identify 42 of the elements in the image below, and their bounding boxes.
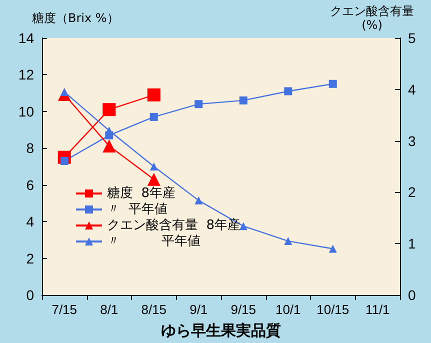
y2-tick-label: 4: [408, 81, 416, 98]
point: [239, 96, 248, 104]
point: [328, 80, 337, 88]
point: [150, 112, 158, 121]
x-tick-label: 10/15: [316, 302, 350, 317]
point: [284, 237, 292, 246]
y2-tick-label: 3: [408, 132, 416, 149]
point: [102, 103, 116, 116]
x-axis-title: ゆら早生果実品質: [161, 322, 281, 340]
y-axis-title: 糖度（Brix %）: [32, 11, 119, 25]
point: [147, 88, 160, 102]
y-tick-label: 6: [26, 176, 34, 193]
x-tick-label: 11/1: [365, 302, 390, 317]
x-tick-label: 10/1: [275, 302, 301, 317]
point: [147, 172, 160, 186]
y2-axis-title: クエン酸含有量 (%): [330, 4, 414, 32]
point: [102, 139, 116, 152]
y2-tick-label: 0: [408, 287, 416, 303]
point: [194, 196, 203, 204]
point: [194, 100, 203, 108]
y-tick-label: 0: [26, 287, 34, 303]
x-tick-label: 9/1: [190, 302, 208, 317]
y2-tick-label: 5: [408, 30, 416, 46]
legend-label: 〃 平年値: [107, 234, 200, 249]
x-tick-label: 9/15: [230, 302, 256, 317]
y-tick-label: 12: [18, 66, 34, 83]
y-tick-label: 2: [26, 250, 34, 266]
y2-tick-label: 1: [408, 236, 416, 252]
point: [150, 162, 158, 170]
legend-label: クエン酸含有量 8年産: [107, 217, 241, 233]
legend-label: 〃 平年値: [107, 202, 168, 217]
y-tick-label: 8: [26, 140, 34, 156]
x-tick-label: 7/15: [52, 302, 78, 317]
y-tick-label: 10: [18, 103, 34, 120]
point: [328, 244, 337, 253]
legend-label: 糖度 8年産: [107, 185, 176, 201]
x-tick-label: 8/15: [141, 302, 167, 317]
y2-tick-label: 2: [408, 184, 416, 200]
y-tick-label: 4: [26, 214, 34, 230]
y-tick-label: 14: [18, 30, 34, 46]
x-tick-label: 8/1: [100, 302, 118, 317]
point: [284, 87, 292, 96]
